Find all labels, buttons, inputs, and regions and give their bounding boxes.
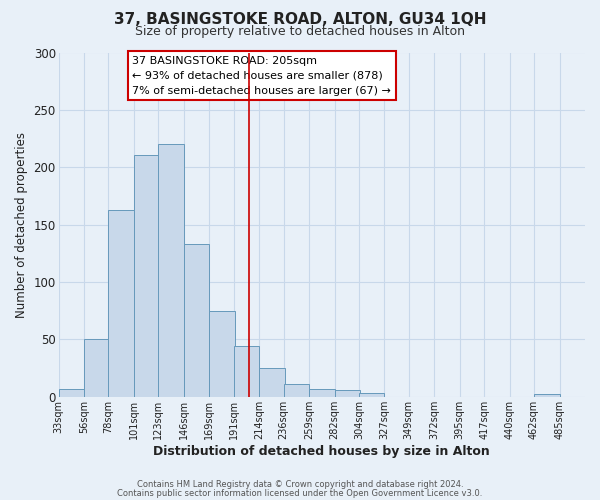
Y-axis label: Number of detached properties: Number of detached properties bbox=[15, 132, 28, 318]
X-axis label: Distribution of detached houses by size in Alton: Distribution of detached houses by size … bbox=[154, 444, 490, 458]
Text: Size of property relative to detached houses in Alton: Size of property relative to detached ho… bbox=[135, 25, 465, 38]
Text: 37 BASINGSTOKE ROAD: 205sqm
← 93% of detached houses are smaller (878)
7% of sem: 37 BASINGSTOKE ROAD: 205sqm ← 93% of det… bbox=[132, 56, 391, 96]
Bar bbox=[209, 310, 235, 397]
Bar bbox=[309, 389, 335, 397]
Bar bbox=[359, 394, 385, 397]
Bar bbox=[59, 389, 84, 397]
Text: 37, BASINGSTOKE ROAD, ALTON, GU34 1QH: 37, BASINGSTOKE ROAD, ALTON, GU34 1QH bbox=[114, 12, 486, 28]
Bar bbox=[259, 368, 284, 397]
Bar bbox=[134, 154, 160, 397]
Bar bbox=[335, 390, 360, 397]
Bar bbox=[84, 340, 110, 397]
Bar bbox=[184, 244, 209, 397]
Text: Contains HM Land Registry data © Crown copyright and database right 2024.: Contains HM Land Registry data © Crown c… bbox=[137, 480, 463, 489]
Bar bbox=[284, 384, 309, 397]
Bar bbox=[534, 394, 560, 397]
Bar bbox=[109, 210, 134, 397]
Text: Contains public sector information licensed under the Open Government Licence v3: Contains public sector information licen… bbox=[118, 488, 482, 498]
Bar bbox=[233, 346, 259, 397]
Bar bbox=[158, 144, 184, 397]
